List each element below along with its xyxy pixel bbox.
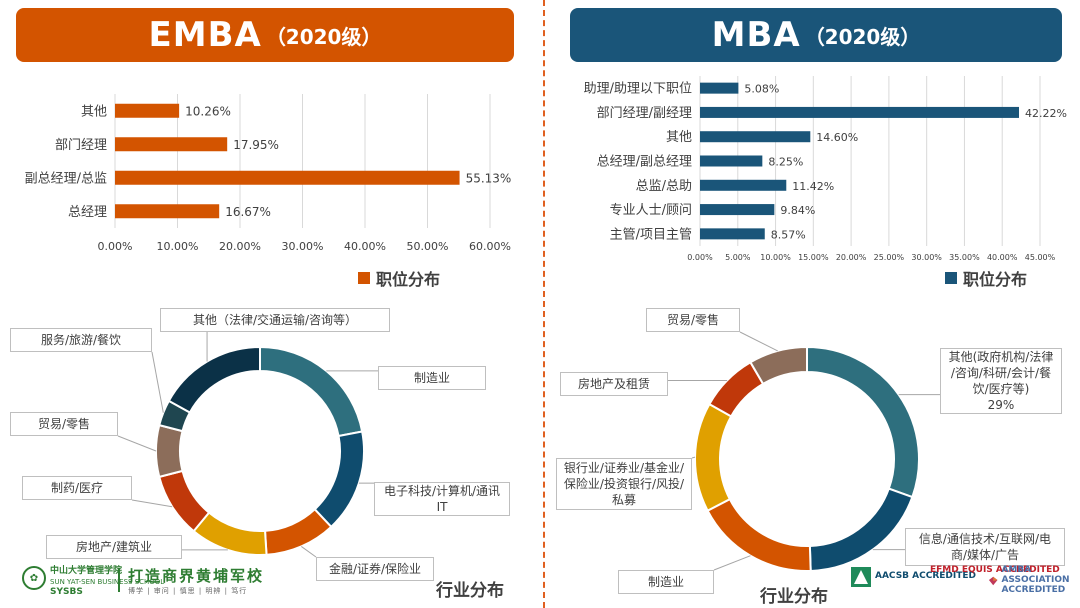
- category-label: 其他: [81, 104, 107, 119]
- legend-label: 职位分布: [376, 266, 440, 290]
- x-tick-label: 0.00%: [98, 240, 133, 253]
- x-tick-label: 45.00%: [1025, 253, 1056, 262]
- emba-bar-legend: 职位分布: [358, 266, 440, 290]
- slice-label: 贸易/零售: [646, 308, 740, 332]
- slice-label: 金融/证券/保险业: [316, 557, 434, 581]
- slice-label: 房地产及租赁: [560, 372, 668, 396]
- x-tick-label: 25.00%: [874, 253, 905, 262]
- x-tick-label: 10.00%: [760, 253, 791, 262]
- slice-label: 信息/通信技术/互联网/电 商/媒体/广告: [905, 528, 1065, 566]
- legend-swatch: [945, 272, 957, 284]
- bar: [700, 228, 765, 239]
- x-tick-label: 35.00%: [949, 253, 980, 262]
- leader-line: [118, 436, 156, 451]
- slice-label: 制药/医疗: [22, 476, 132, 500]
- donut-slice: [260, 347, 362, 436]
- legend-label: 职位分布: [963, 266, 1027, 290]
- category-label: 助理/助理以下职位: [584, 82, 692, 97]
- leader-line: [152, 352, 163, 413]
- x-tick-label: 0.00%: [687, 253, 713, 262]
- donut-slice: [807, 347, 919, 497]
- leader-line: [714, 556, 750, 570]
- donut-slice: [750, 347, 807, 384]
- category-label: 部门经理/副经理: [597, 106, 692, 121]
- donut-slice: [708, 499, 811, 571]
- mba-industry-title: 行业分布: [760, 582, 828, 607]
- x-tick-label: 60.00%: [469, 240, 511, 253]
- slice-label: 电子科技/计算机/通讯 IT: [374, 482, 510, 516]
- category-label: 部门经理: [55, 138, 107, 153]
- category-label: 专业人士/顾问: [610, 203, 692, 218]
- donut-slice: [695, 404, 731, 511]
- x-tick-label: 15.00%: [798, 253, 829, 262]
- logo-separator: [118, 568, 120, 592]
- slice-label: 其他（法律/交通运输/咨询等）: [160, 308, 390, 332]
- data-label: 8.57%: [771, 228, 806, 241]
- category-label: 副总经理/总监: [25, 171, 107, 186]
- slogan-text: 打造商界黄埔军校: [128, 565, 264, 586]
- category-label: 主管/项目主管: [610, 227, 692, 242]
- bar: [700, 131, 810, 142]
- bar: [115, 137, 227, 151]
- x-tick-label: 20.00%: [836, 253, 867, 262]
- data-label: 42.22%: [1025, 107, 1067, 120]
- x-tick-label: 50.00%: [407, 240, 449, 253]
- data-label: 5.08%: [744, 83, 779, 96]
- amba-badge: AMBA ASSOCIATION ACCREDITED: [988, 566, 1080, 596]
- bar: [115, 204, 219, 218]
- x-tick-label: 30.00%: [282, 240, 324, 253]
- data-label: 55.13%: [466, 171, 512, 185]
- donut-slice: [315, 432, 364, 527]
- donut-slice: [265, 509, 331, 554]
- slogan: 打造商界黄埔军校 博学 | 审问 | 慎思 | 明辨 | 笃行: [128, 565, 264, 596]
- donut-slice: [810, 489, 912, 571]
- donut-slice: [156, 425, 183, 477]
- category-label: 其他: [666, 130, 692, 145]
- slice-label: 银行业/证券业/基金业/ 保险业/投资银行/风投/ 私募: [556, 458, 692, 510]
- category-label: 总监/总助: [636, 179, 692, 194]
- x-tick-label: 5.00%: [725, 253, 751, 262]
- slice-label: 制造业: [378, 366, 486, 390]
- x-tick-label: 10.00%: [157, 240, 199, 253]
- data-label: 8.25%: [768, 156, 803, 169]
- emba-industry-title: 行业分布: [436, 576, 504, 601]
- slice-label: 服务/旅游/餐饮: [10, 328, 152, 352]
- school-emblem-icon: ✿: [22, 566, 46, 590]
- slogan-sub: 博学 | 审问 | 慎思 | 明辨 | 笃行: [128, 586, 264, 596]
- bar: [700, 204, 774, 215]
- donut-slice: [159, 471, 209, 531]
- amba-label: AMBA ASSOCIATION ACCREDITED: [1001, 566, 1080, 596]
- data-label: 14.60%: [816, 131, 858, 144]
- bar: [115, 171, 460, 185]
- legend-swatch: [358, 272, 370, 284]
- slice-label: 房地产/建筑业: [46, 535, 182, 559]
- data-label: 11.42%: [792, 180, 834, 193]
- bar: [700, 180, 786, 191]
- slice-label: 贸易/零售: [10, 412, 118, 436]
- x-tick-label: 30.00%: [911, 253, 942, 262]
- data-label: 9.84%: [780, 204, 815, 217]
- amba-diamond-icon: [988, 570, 998, 592]
- category-label: 总经理/副总经理: [597, 155, 692, 170]
- bar: [700, 107, 1019, 118]
- leader-line: [132, 500, 172, 507]
- data-label: 17.95%: [233, 138, 279, 152]
- donut-slice: [169, 347, 260, 412]
- slice-label: 其他(政府机构/法律 /咨询/科研/会计/餐 饮/医疗等) 29%: [940, 348, 1062, 414]
- x-tick-label: 20.00%: [219, 240, 261, 253]
- leader-line: [301, 546, 316, 557]
- bar: [115, 104, 179, 118]
- slice-label: 制造业: [618, 570, 714, 594]
- aacsb-icon: [850, 566, 872, 588]
- leader-line: [740, 332, 778, 351]
- category-label: 总经理: [68, 205, 107, 220]
- data-label: 16.67%: [225, 205, 271, 219]
- data-label: 10.26%: [185, 104, 231, 118]
- bar: [700, 156, 762, 167]
- x-tick-label: 40.00%: [987, 253, 1018, 262]
- bar: [700, 83, 738, 94]
- mba-bar-legend: 职位分布: [945, 266, 1027, 290]
- x-tick-label: 40.00%: [344, 240, 386, 253]
